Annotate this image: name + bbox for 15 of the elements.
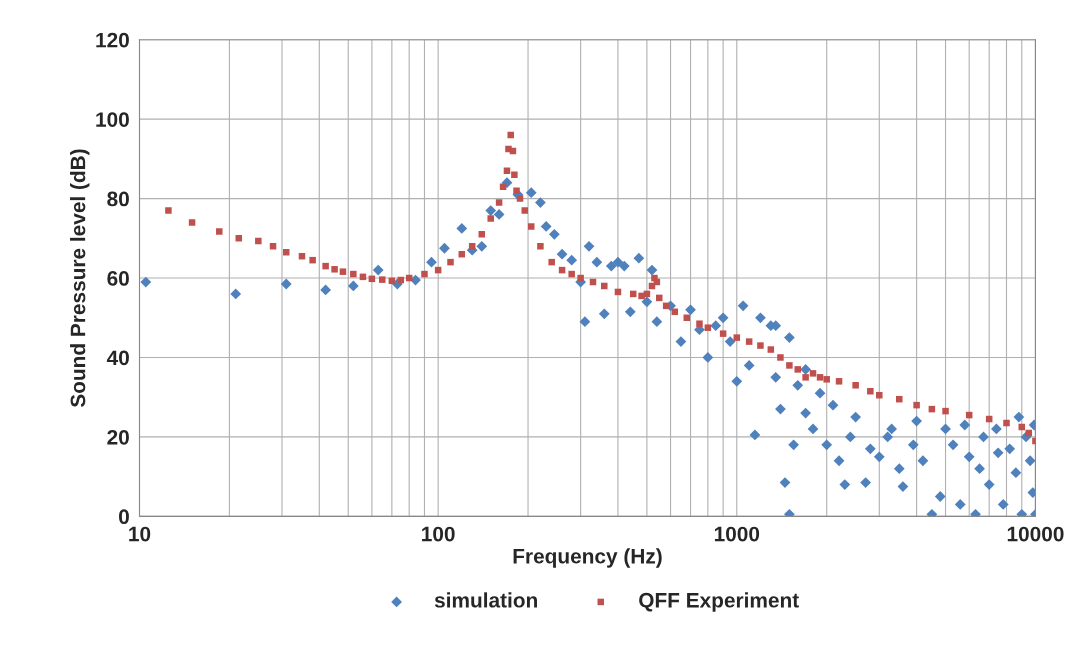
y-tick-label: 0 — [119, 509, 129, 525]
legend-label: QFF Experiment — [639, 592, 799, 612]
legend-label: simulation — [434, 592, 537, 608]
x-tick-label: 100 — [422, 526, 455, 542]
y-axis-title: Sound Pressure level (dB) — [70, 149, 90, 408]
y-tick-label: 20 — [107, 429, 129, 445]
y-tick-label: 60 — [107, 271, 129, 286]
x-tick-label: 10 — [129, 526, 151, 542]
x-tick-label: 1000 — [714, 526, 760, 542]
y-tick-label: 40 — [106, 350, 129, 366]
x-axis-title: Frequency (Hz) — [513, 548, 662, 568]
y-tick-label: 120 — [96, 32, 129, 48]
y-tick-label: 80 — [107, 191, 129, 207]
x-tick-label: 10000 — [1007, 526, 1064, 542]
y-tick-label: 100 — [96, 112, 129, 127]
